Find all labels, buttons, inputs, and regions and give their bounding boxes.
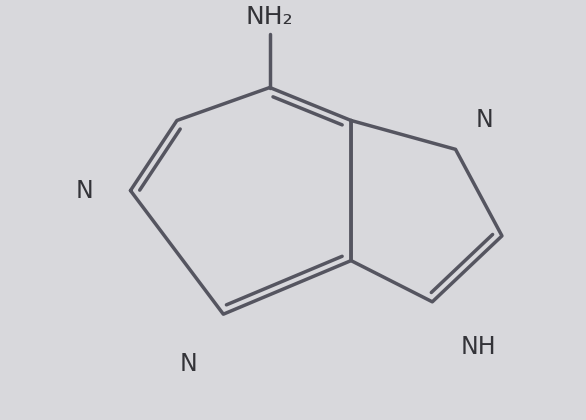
Text: N: N (476, 108, 493, 132)
Text: NH₂: NH₂ (246, 5, 294, 29)
Text: NH: NH (461, 335, 496, 359)
Text: N: N (75, 178, 93, 202)
Text: N: N (180, 352, 197, 375)
